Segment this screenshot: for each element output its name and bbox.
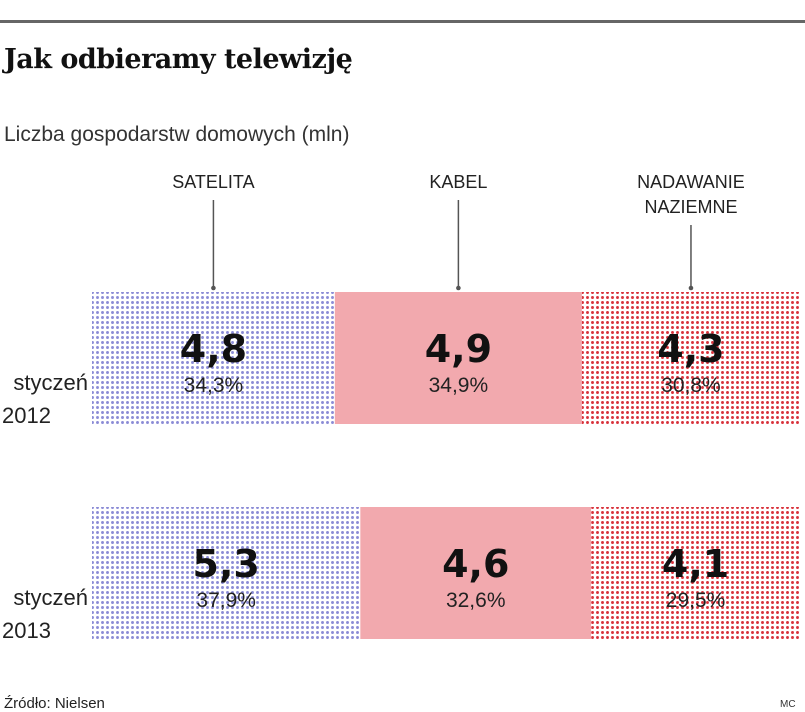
- chart-title: Jak odbieramy telewizję: [4, 44, 353, 75]
- share-label-row0-series2: 30,8%: [661, 374, 721, 397]
- legend-connector-dot-1: [456, 285, 461, 291]
- row-label-0-line-1: 2012: [2, 403, 51, 428]
- share-label-row1-series0: 37,9%: [196, 589, 256, 612]
- legend-label-0-line-0: SATELITA: [172, 172, 254, 192]
- row-label-1-line-1: 2013: [2, 618, 51, 643]
- legend: SATELITA KABEL NADAWANIE NAZIEMNE: [172, 172, 745, 291]
- row-labels: styczeń 2012 styczeń 2013: [2, 370, 88, 643]
- top-rule: [0, 20, 805, 23]
- source-note: Źródło: Nielsen: [4, 695, 105, 712]
- legend-connector-dot-2: [688, 285, 694, 291]
- legend-label-1-line-0: KABEL: [429, 172, 487, 192]
- share-label-row1-series1: 32,6%: [446, 589, 506, 612]
- bar-segment-row0-series0: [92, 292, 335, 424]
- value-label-row0-series1: 4,9: [425, 327, 492, 371]
- row-label-0-line-0: styczeń: [13, 370, 88, 395]
- chart-subtitle: Liczba gospodarstw domowych (mln): [4, 123, 350, 146]
- bar-segment-row1-series2: [591, 507, 800, 639]
- bar-segment-row0-series1: [334, 292, 582, 424]
- bar-segment-row1-series1: [360, 507, 592, 639]
- bars: [92, 292, 800, 639]
- value-label-row1-series2: 4,1: [662, 542, 729, 586]
- share-label-row0-series1: 34,9%: [429, 374, 489, 397]
- legend-connector-dot-0: [211, 285, 216, 291]
- value-label-row0-series2: 4,3: [657, 327, 724, 371]
- value-label-row0-series0: 4,8: [180, 327, 247, 371]
- bar-segment-row1-series0: [92, 507, 361, 639]
- value-label-row1-series1: 4,6: [442, 542, 509, 586]
- legend-label-2-line-0: NADAWANIE: [637, 172, 745, 192]
- row-label-1-line-0: styczeń: [13, 585, 88, 610]
- bar-segment-row0-series2: [581, 292, 800, 424]
- value-label-row1-series0: 5,3: [193, 542, 260, 586]
- share-label-row1-series2: 29,5%: [666, 589, 726, 612]
- data-labels: 4,8 34,3% 4,9 34,9% 4,3 30,8% 5,3 37,9% 4,6 32,6%…: [180, 327, 729, 612]
- author-credit: MC: [780, 699, 796, 710]
- legend-label-2-line-1: NAZIEMNE: [644, 197, 737, 217]
- share-label-row0-series0: 34,3%: [184, 374, 244, 397]
